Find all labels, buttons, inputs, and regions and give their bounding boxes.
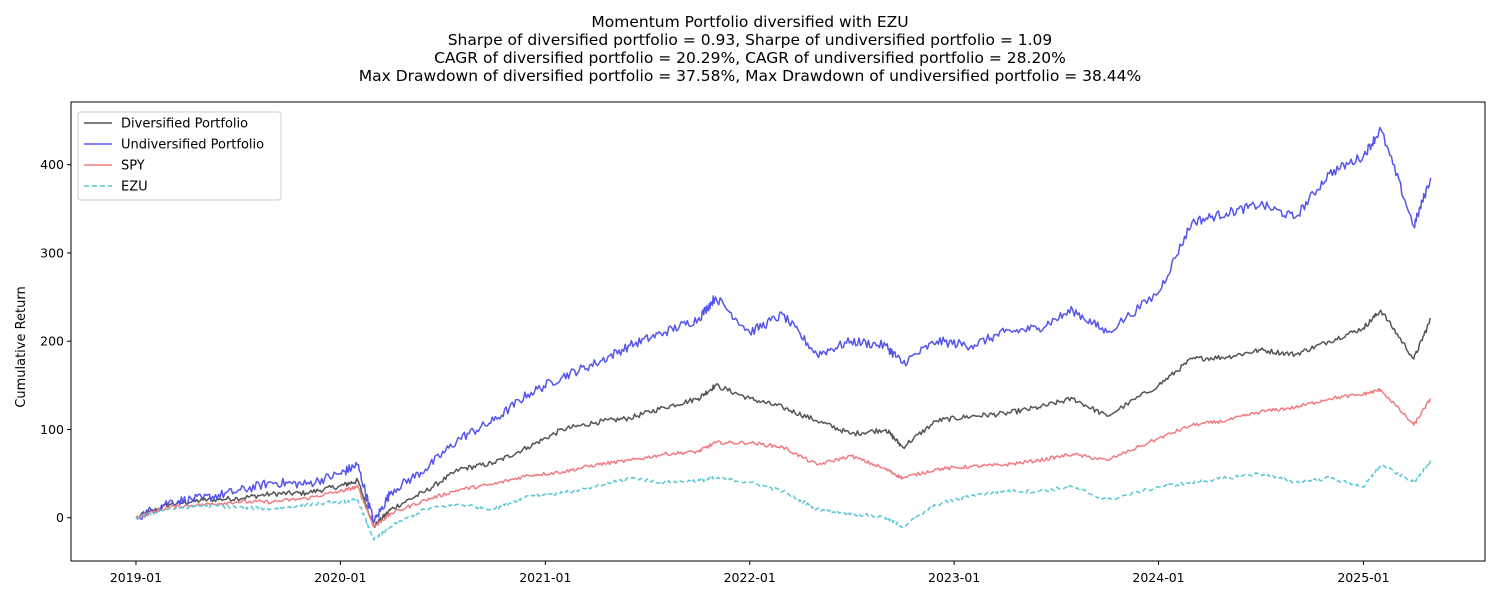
legend-label-diversified-portfolio: Diversified Portfolio [121, 117, 248, 132]
x-tick-label: 2024-01 [1132, 570, 1184, 585]
y-tick-label: 200 [40, 334, 64, 349]
plot-frame [70, 101, 1486, 562]
y-tick-label: 100 [40, 422, 64, 437]
chart-title: Momentum Portfolio diversified with EZU … [359, 13, 1142, 85]
x-tick-label: 2025-01 [1337, 570, 1389, 585]
legend-label-ezu: EZU [121, 180, 148, 195]
legend-box [77, 111, 282, 201]
x-tick-label: 2022-01 [724, 570, 776, 585]
title-line-2: Sharpe of diversified portfolio = 0.93, … [448, 31, 1053, 49]
y-tick-label: 300 [40, 245, 64, 260]
series-lines [135, 126, 1432, 541]
title-line-1: Momentum Portfolio diversified with EZU [591, 13, 908, 31]
x-tick-label: 2019-01 [110, 570, 162, 585]
x-tick-label: 2020-01 [314, 570, 366, 585]
series-line-ezu [135, 460, 1432, 541]
series-line-spy [135, 387, 1432, 528]
title-line-3: CAGR of diversified portfolio = 20.29%, … [434, 49, 1066, 67]
title-line-4: Max Drawdown of diversified portfolio = … [359, 67, 1142, 85]
legend-label-undiversified-portfolio: Undiversified Portfolio [121, 138, 264, 153]
legend-label-spy: SPY [121, 159, 145, 174]
series-line-undiversified-portfolio [135, 126, 1432, 524]
plot-area: 2019-01 2020-01 2021-01 2022-01 2023-01 2024-… [40, 101, 1486, 585]
x-tick-label: 2023-01 [928, 570, 980, 585]
x-tick-label: 2021-01 [519, 570, 571, 585]
y-tick-label: 0 [56, 510, 64, 525]
series-line-diversified-portfolio [135, 309, 1432, 528]
y-axis-label: Cumulative Return [14, 286, 29, 407]
legend: Diversified Portfolio Undiversified Portf… [77, 111, 282, 201]
y-tick-label: 400 [40, 157, 64, 172]
